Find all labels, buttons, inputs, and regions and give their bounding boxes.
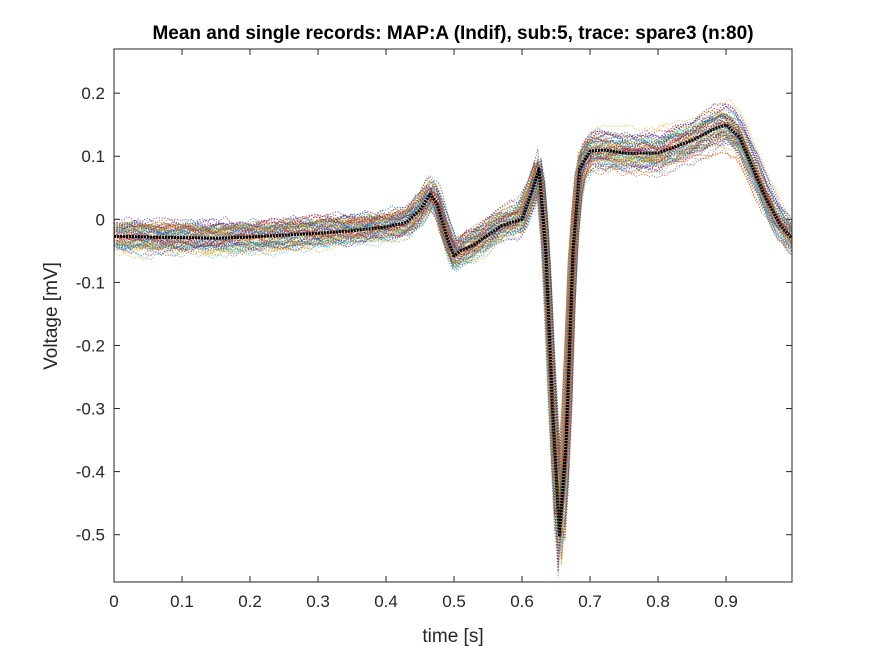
single-record-line: [114, 133, 792, 501]
x-tick-label: 0: [109, 592, 118, 611]
x-tick-label: 0.6: [510, 592, 534, 611]
x-tick-label: 0.4: [374, 592, 398, 611]
y-tick-label: -0.5: [76, 526, 105, 545]
x-tick-label: 0.8: [646, 592, 670, 611]
single-record-line: [114, 124, 792, 497]
y-tick-label: -0.3: [76, 400, 105, 419]
single-record-line: [114, 113, 792, 510]
chart-title: Mean and single records: MAP:A (Indif), …: [152, 23, 753, 44]
single-record-line: [114, 114, 792, 516]
single-record-line: [114, 129, 792, 479]
single-record-line: [114, 134, 792, 487]
x-tick-label: 0.3: [306, 592, 330, 611]
single-record-line: [114, 106, 792, 560]
single-record-line: [114, 114, 792, 541]
y-axis-label: Voltage [mV]: [41, 262, 62, 370]
y-tick-label: 0.2: [81, 84, 105, 103]
single-record-line: [114, 121, 792, 527]
y-axis-ticks: 0.2 0.1 0 -0.1 -0.2 -0.3 -0.4 -0.5: [76, 84, 792, 545]
mean-series-group: [114, 123, 792, 537]
x-tick-label: 0.2: [238, 592, 262, 611]
x-tick-label: 0.7: [578, 592, 602, 611]
x-tick-label: 0.1: [170, 592, 194, 611]
y-tick-label: 0: [96, 210, 105, 229]
x-tick-label: 0.9: [714, 592, 738, 611]
axes-box: [113, 48, 793, 583]
y-tick-label: -0.1: [76, 273, 105, 292]
single-record-line: [114, 120, 792, 491]
x-axis-label: time [s]: [422, 626, 483, 647]
x-tick-label: 0.5: [442, 592, 466, 611]
y-tick-label: 0.1: [81, 147, 105, 166]
axes-background: [114, 49, 792, 582]
single-record-line: [114, 115, 792, 504]
single-record-line: [114, 124, 792, 532]
single-record-line: [114, 110, 792, 525]
single-record-line: [114, 147, 792, 522]
x-axis-ticks: 0 0.1 0.2 0.3 0.4 0.5 0.6 0.7 0.8 0.9: [109, 49, 738, 611]
single-record-line: [114, 119, 792, 503]
single-record-line: [114, 135, 792, 533]
single-record-line: [114, 132, 792, 488]
y-tick-label: -0.4: [76, 463, 105, 482]
plot-area: 0 0.1 0.2 0.3 0.4 0.5 0.6 0.7 0.8 0.9 0.2 0.1 0 -0.1…: [76, 48, 793, 611]
single-record-line: [114, 113, 792, 502]
single-record-line: [114, 125, 792, 565]
y-tick-label: -0.2: [76, 336, 105, 355]
mean-series-line: [114, 123, 792, 537]
single-record-line: [114, 138, 792, 480]
single-record-line: [114, 144, 792, 511]
